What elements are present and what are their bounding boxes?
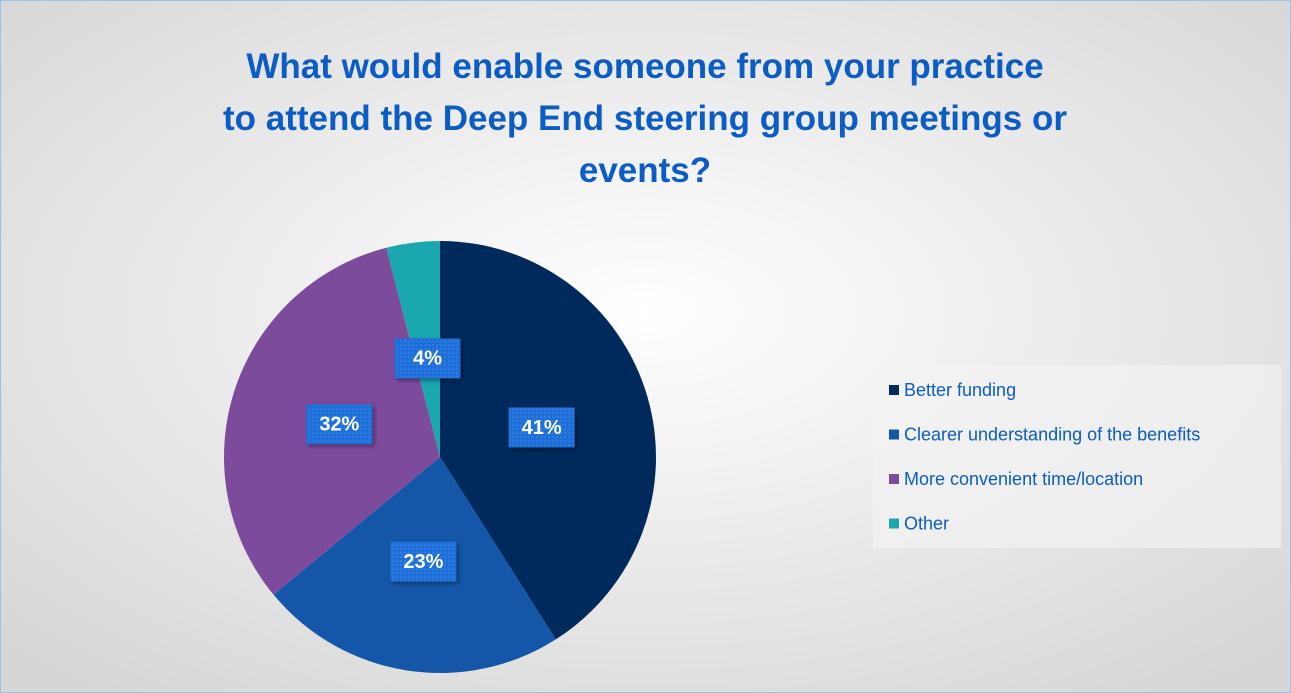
- legend-label: Other: [904, 513, 949, 533]
- legend-label: Clearer understanding of the benefits: [904, 424, 1200, 444]
- chart-title: events?: [579, 151, 711, 190]
- legend-marker: [889, 385, 899, 395]
- data-label-box: [306, 404, 373, 445]
- legend-label: More convenient time/location: [904, 469, 1143, 489]
- data-label: 4%: [413, 348, 442, 370]
- legend-marker: [889, 518, 899, 529]
- legend-label: Better funding: [904, 380, 1016, 400]
- data-label: 23%: [403, 551, 443, 573]
- data-label: 32%: [319, 414, 359, 436]
- legend-box: [873, 365, 1281, 548]
- chart-title: What would enable someone from your prac…: [246, 47, 1043, 86]
- legend-marker: [889, 429, 899, 440]
- data-label-box: [508, 407, 575, 448]
- legend-marker: [889, 474, 899, 484]
- data-label-box: [390, 541, 457, 582]
- data-label-box: [394, 338, 461, 379]
- data-label: 41%: [522, 417, 562, 439]
- chart-title: to attend the Deep End steering group me…: [223, 99, 1067, 138]
